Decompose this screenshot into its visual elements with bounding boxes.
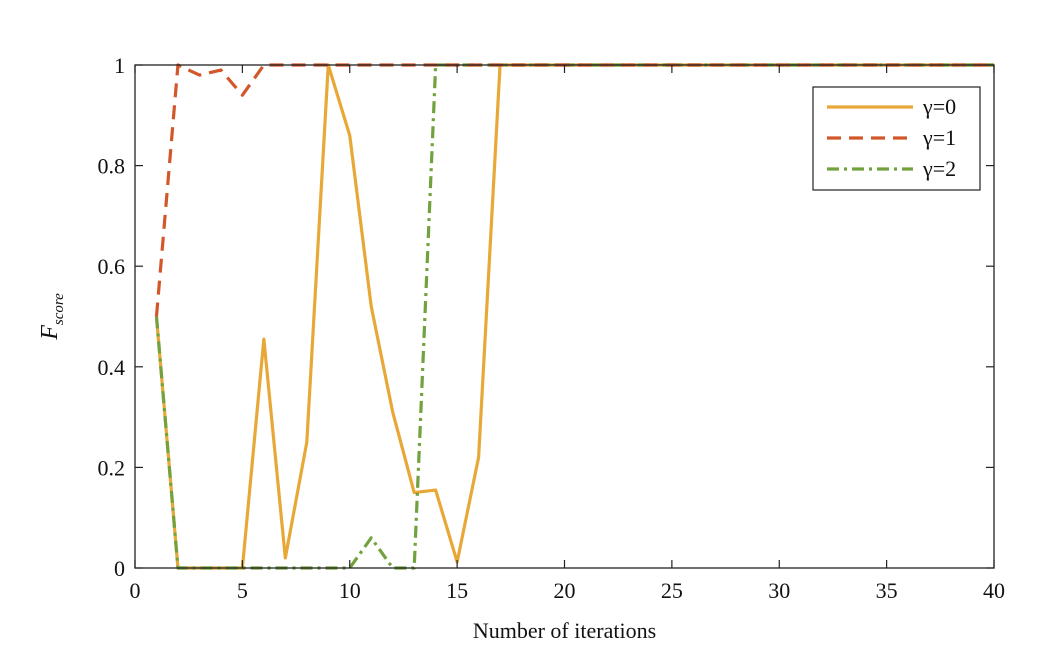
ticks-layer: 0 5 10 15 20 25 30 35 40 0 0.2 0.4 0.6 0.8 1: [98, 53, 1006, 603]
y-tick-label: 0.6: [98, 254, 126, 279]
x-axis-label: Number of iterations: [473, 618, 656, 643]
y-tick-label: 0.2: [98, 455, 126, 480]
x-tick-label: 25: [661, 578, 683, 603]
y-axis-label: Fscore: [37, 293, 67, 341]
y-axis-label-main: F: [37, 325, 63, 341]
y-tick-label: 0: [114, 556, 125, 581]
legend-label-gamma-2: γ=2: [922, 156, 956, 181]
x-tick-label: 10: [339, 578, 361, 603]
x-tick-label: 15: [446, 578, 468, 603]
x-tick-label: 35: [876, 578, 898, 603]
legend-label-gamma-0: γ=0: [922, 94, 956, 119]
x-tick-label: 30: [768, 578, 790, 603]
x-tick-label: 0: [130, 578, 141, 603]
legend-label-gamma-1: γ=1: [922, 125, 956, 150]
y-axis-label-subscript: score: [51, 293, 67, 325]
y-tick-label: 0.8: [98, 154, 126, 179]
x-tick-label: 40: [983, 578, 1005, 603]
x-tick-label: 5: [237, 578, 248, 603]
y-tick-label: 0.4: [98, 355, 126, 380]
y-tick-label: 1: [114, 53, 125, 78]
x-tick-label: 20: [554, 578, 576, 603]
legend: γ=0 γ=1 γ=2: [812, 86, 981, 191]
